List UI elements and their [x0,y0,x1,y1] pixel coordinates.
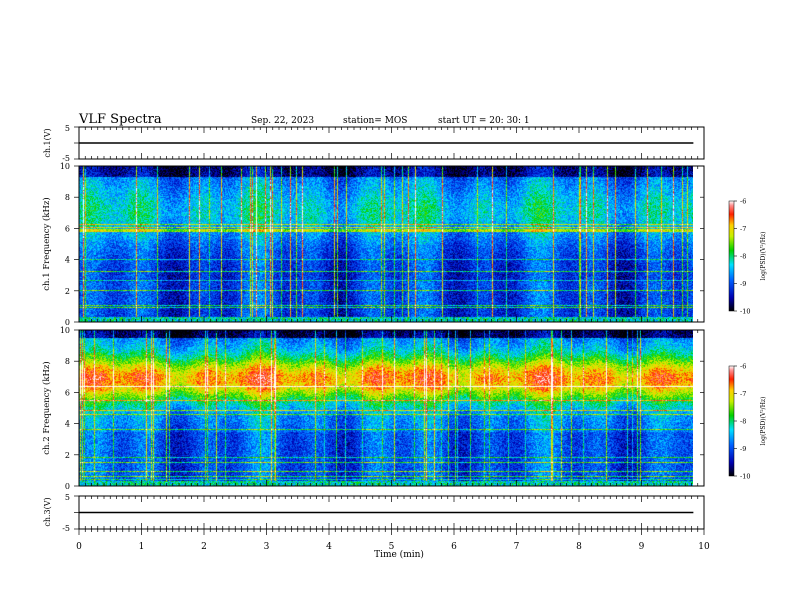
ch2-freq-ylabel-text: ch.2 Frequency (kHz) [41,361,52,454]
ch1-colorbar-ticks: -6 -7 -8 -9 -10 [734,198,750,316]
figure-title: VLF Spectra [78,112,162,127]
ch2-colorbar-ticks: -6 -7 -8 -9 -10 [734,363,750,481]
ch3-voltage-ylabel: ch.3(V) [43,497,52,526]
x-tick-label: 10 [698,542,710,552]
freq-tick-label: 4 [65,256,70,265]
colorbar-tick-label: -10 [740,308,750,316]
colorbar-tick-label: -9 [740,445,746,453]
freq-tick-label: 10 [60,326,70,335]
start-time-label: start UT = 20: 30: 1 [438,116,530,126]
ch2-spectrogram-panel: 0 2 4 6 8 10 ch.2 Frequency (kHz) -6 -7 -8 -9 -10… [41,326,767,491]
x-tick-label: 0 [76,542,82,552]
x-tick-label: 9 [639,542,645,552]
time-axis-label: Time (min) [374,549,424,560]
ch2-colorbar-label: log(PSD)(V²/Hz) [760,397,767,446]
freq-tick-label: 0 [65,318,70,327]
ch1-ytick-bottom: -5 [62,154,70,163]
ch1-voltage-panel: 5 -5 ch.1(V) [43,124,705,163]
x-tick-label: 7 [514,542,520,552]
station-label: station= MOS [343,116,407,126]
colorbar-tick-label: -8 [740,418,746,426]
x-tick-label: 1 [139,542,145,552]
ch1-voltage-ylabel: ch.1(V) [43,128,52,157]
ch2-freq-ylabel: ch.2 Frequency (kHz) [41,361,52,454]
x-tick-label: 4 [326,542,332,552]
ch3-ytick-top: 5 [65,493,70,502]
colorbar-tick-label: -9 [740,280,746,288]
freq-tick-label: 6 [65,224,70,233]
ch1-freq-ylabel-text: ch.1 Frequency (kHz) [41,197,52,290]
x-tick-label: 2 [201,542,207,552]
ch1-colorbar [728,200,735,312]
colorbar-tick-label: -6 [740,363,746,371]
freq-tick-label: 2 [65,451,70,460]
ch2-freq-ticklabels: 0 2 4 6 8 10 [60,326,70,491]
ch1-spectrogram-panel: 0 2 4 6 8 10 ch.1 Frequency (kHz) -6 -7 -8 -9 -10… [41,162,767,327]
freq-tick-label: 8 [65,357,70,366]
freq-tick-label: 0 [65,482,70,491]
ch2-colorbar [728,365,735,477]
freq-tick-label: 8 [65,193,70,202]
freq-tick-label: 2 [65,287,70,296]
ch3-voltage-panel: 5 -5 ch.3(V) [43,493,705,535]
freq-tick-label: 4 [65,420,70,429]
colorbar-tick-label: -7 [740,390,746,398]
ch1-freq-ticklabels: 0 2 4 6 8 10 [60,162,70,327]
colorbar-tick-label: -7 [740,225,746,233]
freq-tick-label: 10 [60,162,70,171]
ch1-colorbar-label: log(PSD)(V²/Hz) [760,232,767,281]
ch1-voltage-ticks [74,126,705,160]
colorbar-tick-label: -10 [740,473,750,481]
freq-tick-label: 6 [65,388,70,397]
ch2-spectrogram-image [79,330,693,486]
x-tick-label: 3 [264,542,270,552]
ch3-ytick-bottom: -5 [62,524,70,533]
x-tick-label: 5 [389,542,395,552]
colorbar-tick-label: -8 [740,253,746,261]
x-tick-label: 6 [451,542,457,552]
ch1-spectrogram-image [79,166,693,322]
colorbar-tick-label: -6 [740,198,746,206]
ch2-spectrogram-ticks [74,329,705,487]
ch1-freq-ylabel: ch.1 Frequency (kHz) [41,197,52,290]
x-tick-label: 8 [576,542,582,552]
ch3-voltage-ticks [74,495,705,535]
time-axis-ticklabels: 0 1 2 3 4 5 6 7 8 9 10 [76,542,710,552]
ch1-spectrogram-ticks [74,165,705,323]
ch1-ytick-top: 5 [65,124,70,133]
date-label: Sep. 22, 2023 [251,116,314,126]
